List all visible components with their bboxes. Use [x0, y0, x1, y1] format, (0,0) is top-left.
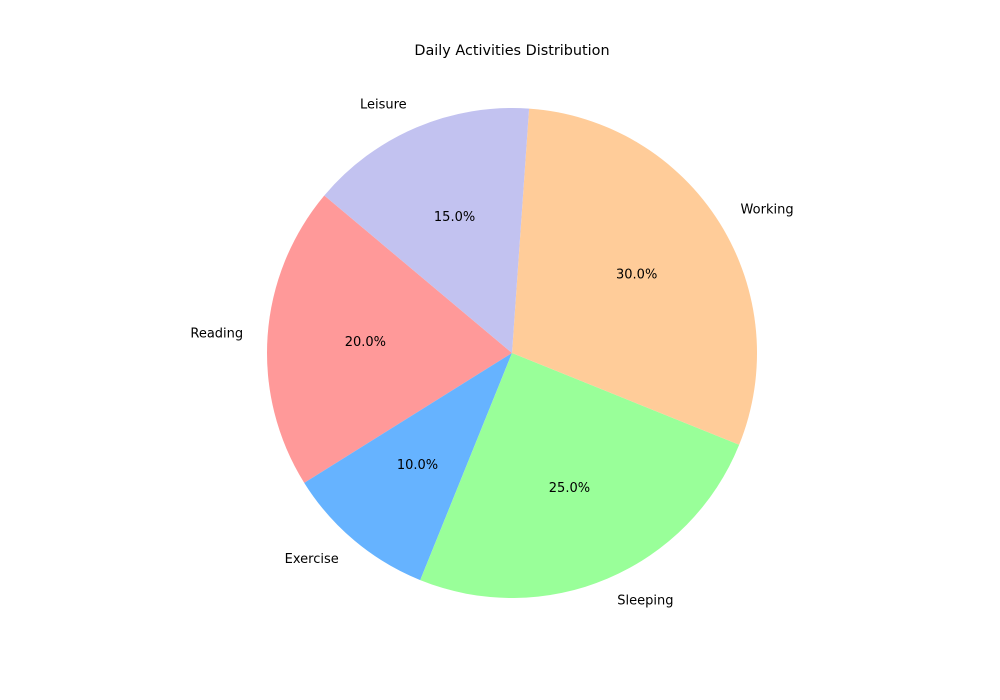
slice-label-working: Working — [741, 203, 794, 218]
chart-title: Daily Activities Distribution — [414, 43, 609, 59]
pie-slice-working — [512, 108, 757, 445]
pie-slice-sleeping — [420, 353, 740, 598]
slice-percent-exercise: 10.0% — [397, 458, 438, 473]
slice-label-reading: Reading — [190, 327, 243, 342]
slices-layer — [267, 107, 757, 598]
pie-slice-leisure — [324, 107, 530, 353]
slice-label-exercise: Exercise — [285, 552, 339, 567]
slice-percent-sleeping: 25.0% — [549, 481, 590, 496]
slice-percent-leisure: 15.0% — [434, 210, 475, 225]
slice-label-leisure: Leisure — [360, 97, 407, 112]
labels-layer: Reading 20.0% Exercise 10.0% Sleeping 25.0% Wo… — [190, 97, 793, 608]
pie-slice-exercise — [304, 353, 512, 581]
slice-label-sleeping: Sleeping — [617, 594, 673, 609]
slice-percent-reading: 20.0% — [345, 335, 386, 350]
slice-percent-working: 30.0% — [616, 268, 657, 283]
pie-slice-reading — [267, 195, 512, 483]
